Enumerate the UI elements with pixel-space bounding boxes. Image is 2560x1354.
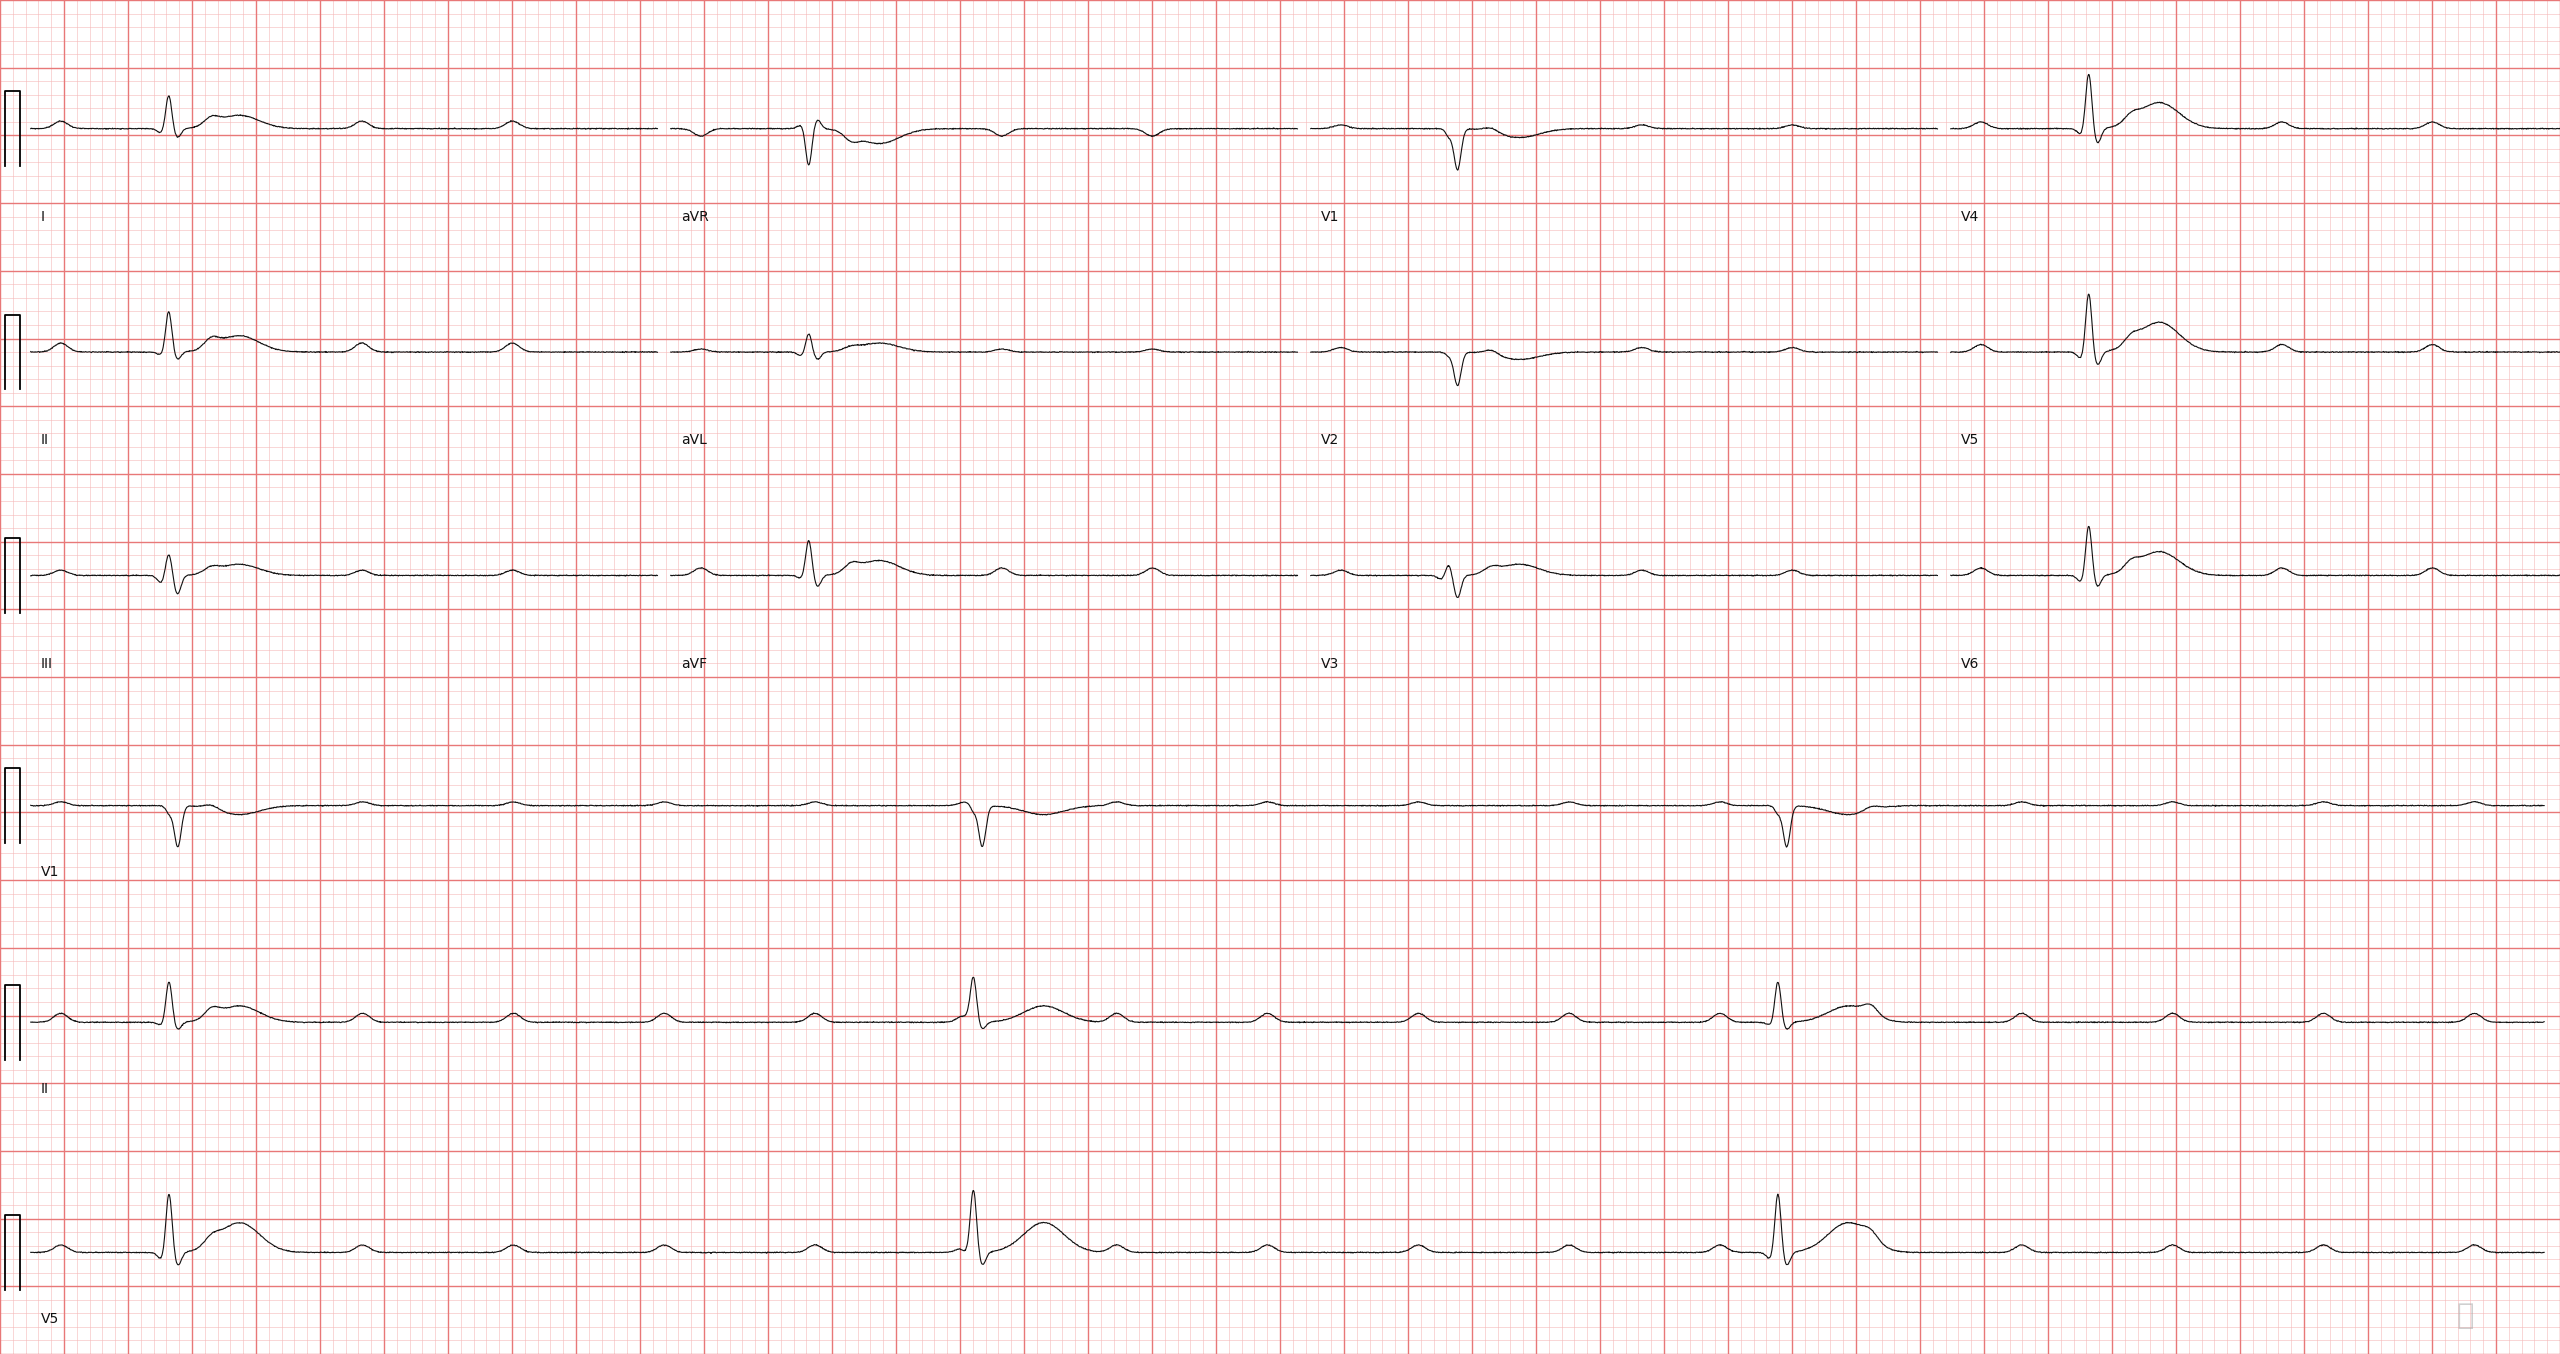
- Text: II: II: [41, 433, 49, 447]
- Text: aVR: aVR: [681, 210, 709, 223]
- Text: V5: V5: [41, 1312, 59, 1326]
- Text: V1: V1: [1321, 210, 1339, 223]
- Text: III: III: [41, 657, 54, 670]
- Text: V4: V4: [1961, 210, 1979, 223]
- Text: aVF: aVF: [681, 657, 707, 670]
- Text: aVL: aVL: [681, 433, 707, 447]
- Text: V6: V6: [1961, 657, 1979, 670]
- Text: II: II: [41, 1082, 49, 1095]
- Text: 🐂: 🐂: [2458, 1301, 2473, 1330]
- Text: V3: V3: [1321, 657, 1339, 670]
- Text: V2: V2: [1321, 433, 1339, 447]
- Text: V1: V1: [41, 865, 59, 879]
- Text: I: I: [41, 210, 46, 223]
- Text: V5: V5: [1961, 433, 1979, 447]
